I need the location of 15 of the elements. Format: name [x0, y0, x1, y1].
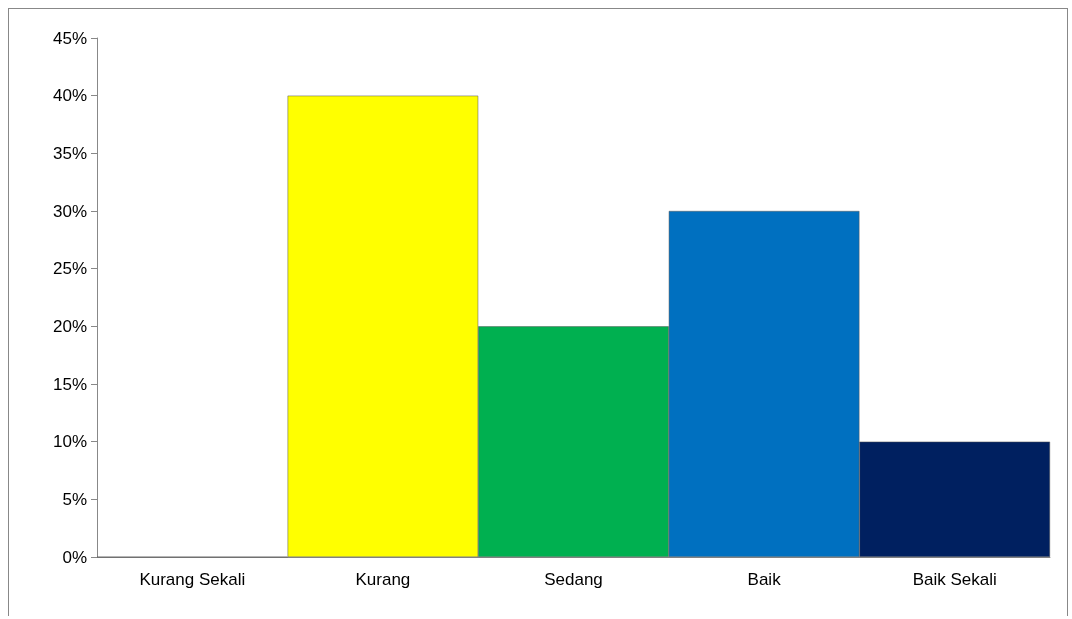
y-tick-label: 40%: [52, 86, 87, 106]
x-tick-label: Baik Sekali: [912, 570, 997, 589]
y-tick-label: 30%: [52, 201, 87, 221]
y-tick-label: 5%: [62, 489, 87, 509]
x-tick-label: Baik: [747, 570, 782, 589]
x-tick-label: Sedang: [544, 570, 603, 589]
y-tick-label: 10%: [52, 432, 87, 452]
x-tick-label: Kurang: [355, 570, 411, 589]
y-tick-label: 45%: [52, 28, 87, 48]
y-tick-label: 20%: [52, 316, 87, 336]
x-tick-label: Kurang Sekali: [139, 570, 246, 589]
y-tick-label: 0%: [62, 547, 87, 567]
y-tick-label: 25%: [52, 259, 87, 279]
y-tick-label: 15%: [52, 374, 87, 394]
y-tick-label: 35%: [52, 143, 87, 163]
